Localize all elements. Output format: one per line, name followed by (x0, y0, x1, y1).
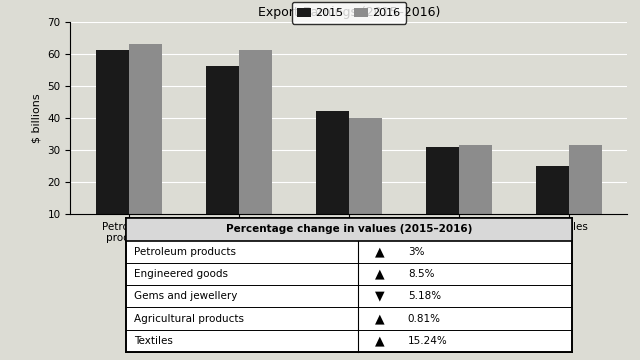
Bar (129, 44, 162, 246)
Text: ▲: ▲ (375, 334, 385, 347)
Text: ▼: ▼ (375, 290, 385, 303)
Text: 0.81%: 0.81% (408, 314, 441, 324)
Text: ▲: ▲ (375, 245, 385, 258)
Text: Gems and jewellery: Gems and jewellery (134, 291, 238, 301)
Y-axis label: $ billions: $ billions (32, 93, 42, 143)
Text: ▲: ▲ (375, 267, 385, 280)
Bar (569, 145, 602, 246)
Title: Export Earnings (2015–2016): Export Earnings (2015–2016) (258, 6, 440, 19)
Text: Agricultural products: Agricultural products (134, 314, 244, 324)
Legend: 2015, 2016: 2015, 2016 (292, 2, 406, 24)
Bar (349, 118, 382, 246)
Text: Engineered goods: Engineered goods (134, 269, 228, 279)
Bar (536, 166, 569, 246)
Text: 15.24%: 15.24% (408, 336, 447, 346)
Bar (239, 50, 272, 246)
Text: 5.18%: 5.18% (408, 291, 441, 301)
Bar (96, 50, 129, 246)
X-axis label: Product Category: Product Category (291, 247, 407, 260)
Text: Textiles: Textiles (134, 336, 173, 346)
Bar (126, 218, 572, 240)
Bar (126, 218, 572, 352)
Bar (316, 111, 349, 246)
Text: Percentage change in values (2015–2016): Percentage change in values (2015–2016) (226, 224, 472, 234)
Text: 8.5%: 8.5% (408, 269, 435, 279)
Text: Petroleum products: Petroleum products (134, 247, 236, 257)
Bar (459, 145, 492, 246)
Bar (205, 67, 239, 246)
Bar (426, 147, 459, 246)
Text: 3%: 3% (408, 247, 424, 257)
Text: ▲: ▲ (375, 312, 385, 325)
